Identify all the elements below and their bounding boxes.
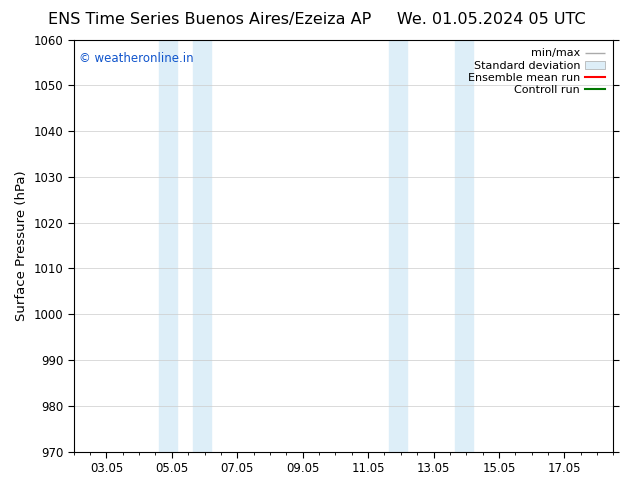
Text: ENS Time Series Buenos Aires/Ezeiza AP     We. 01.05.2024 05 UTC: ENS Time Series Buenos Aires/Ezeiza AP W… [48,12,586,27]
Y-axis label: Surface Pressure (hPa): Surface Pressure (hPa) [15,171,28,321]
Bar [193,40,211,452]
Bar [158,40,177,452]
Text: © weatheronline.in: © weatheronline.in [79,52,194,65]
Bar [455,40,473,452]
Bar [389,40,408,452]
Legend: min/max, Standard deviation, Ensemble mean run, Controll run: min/max, Standard deviation, Ensemble me… [465,45,608,98]
